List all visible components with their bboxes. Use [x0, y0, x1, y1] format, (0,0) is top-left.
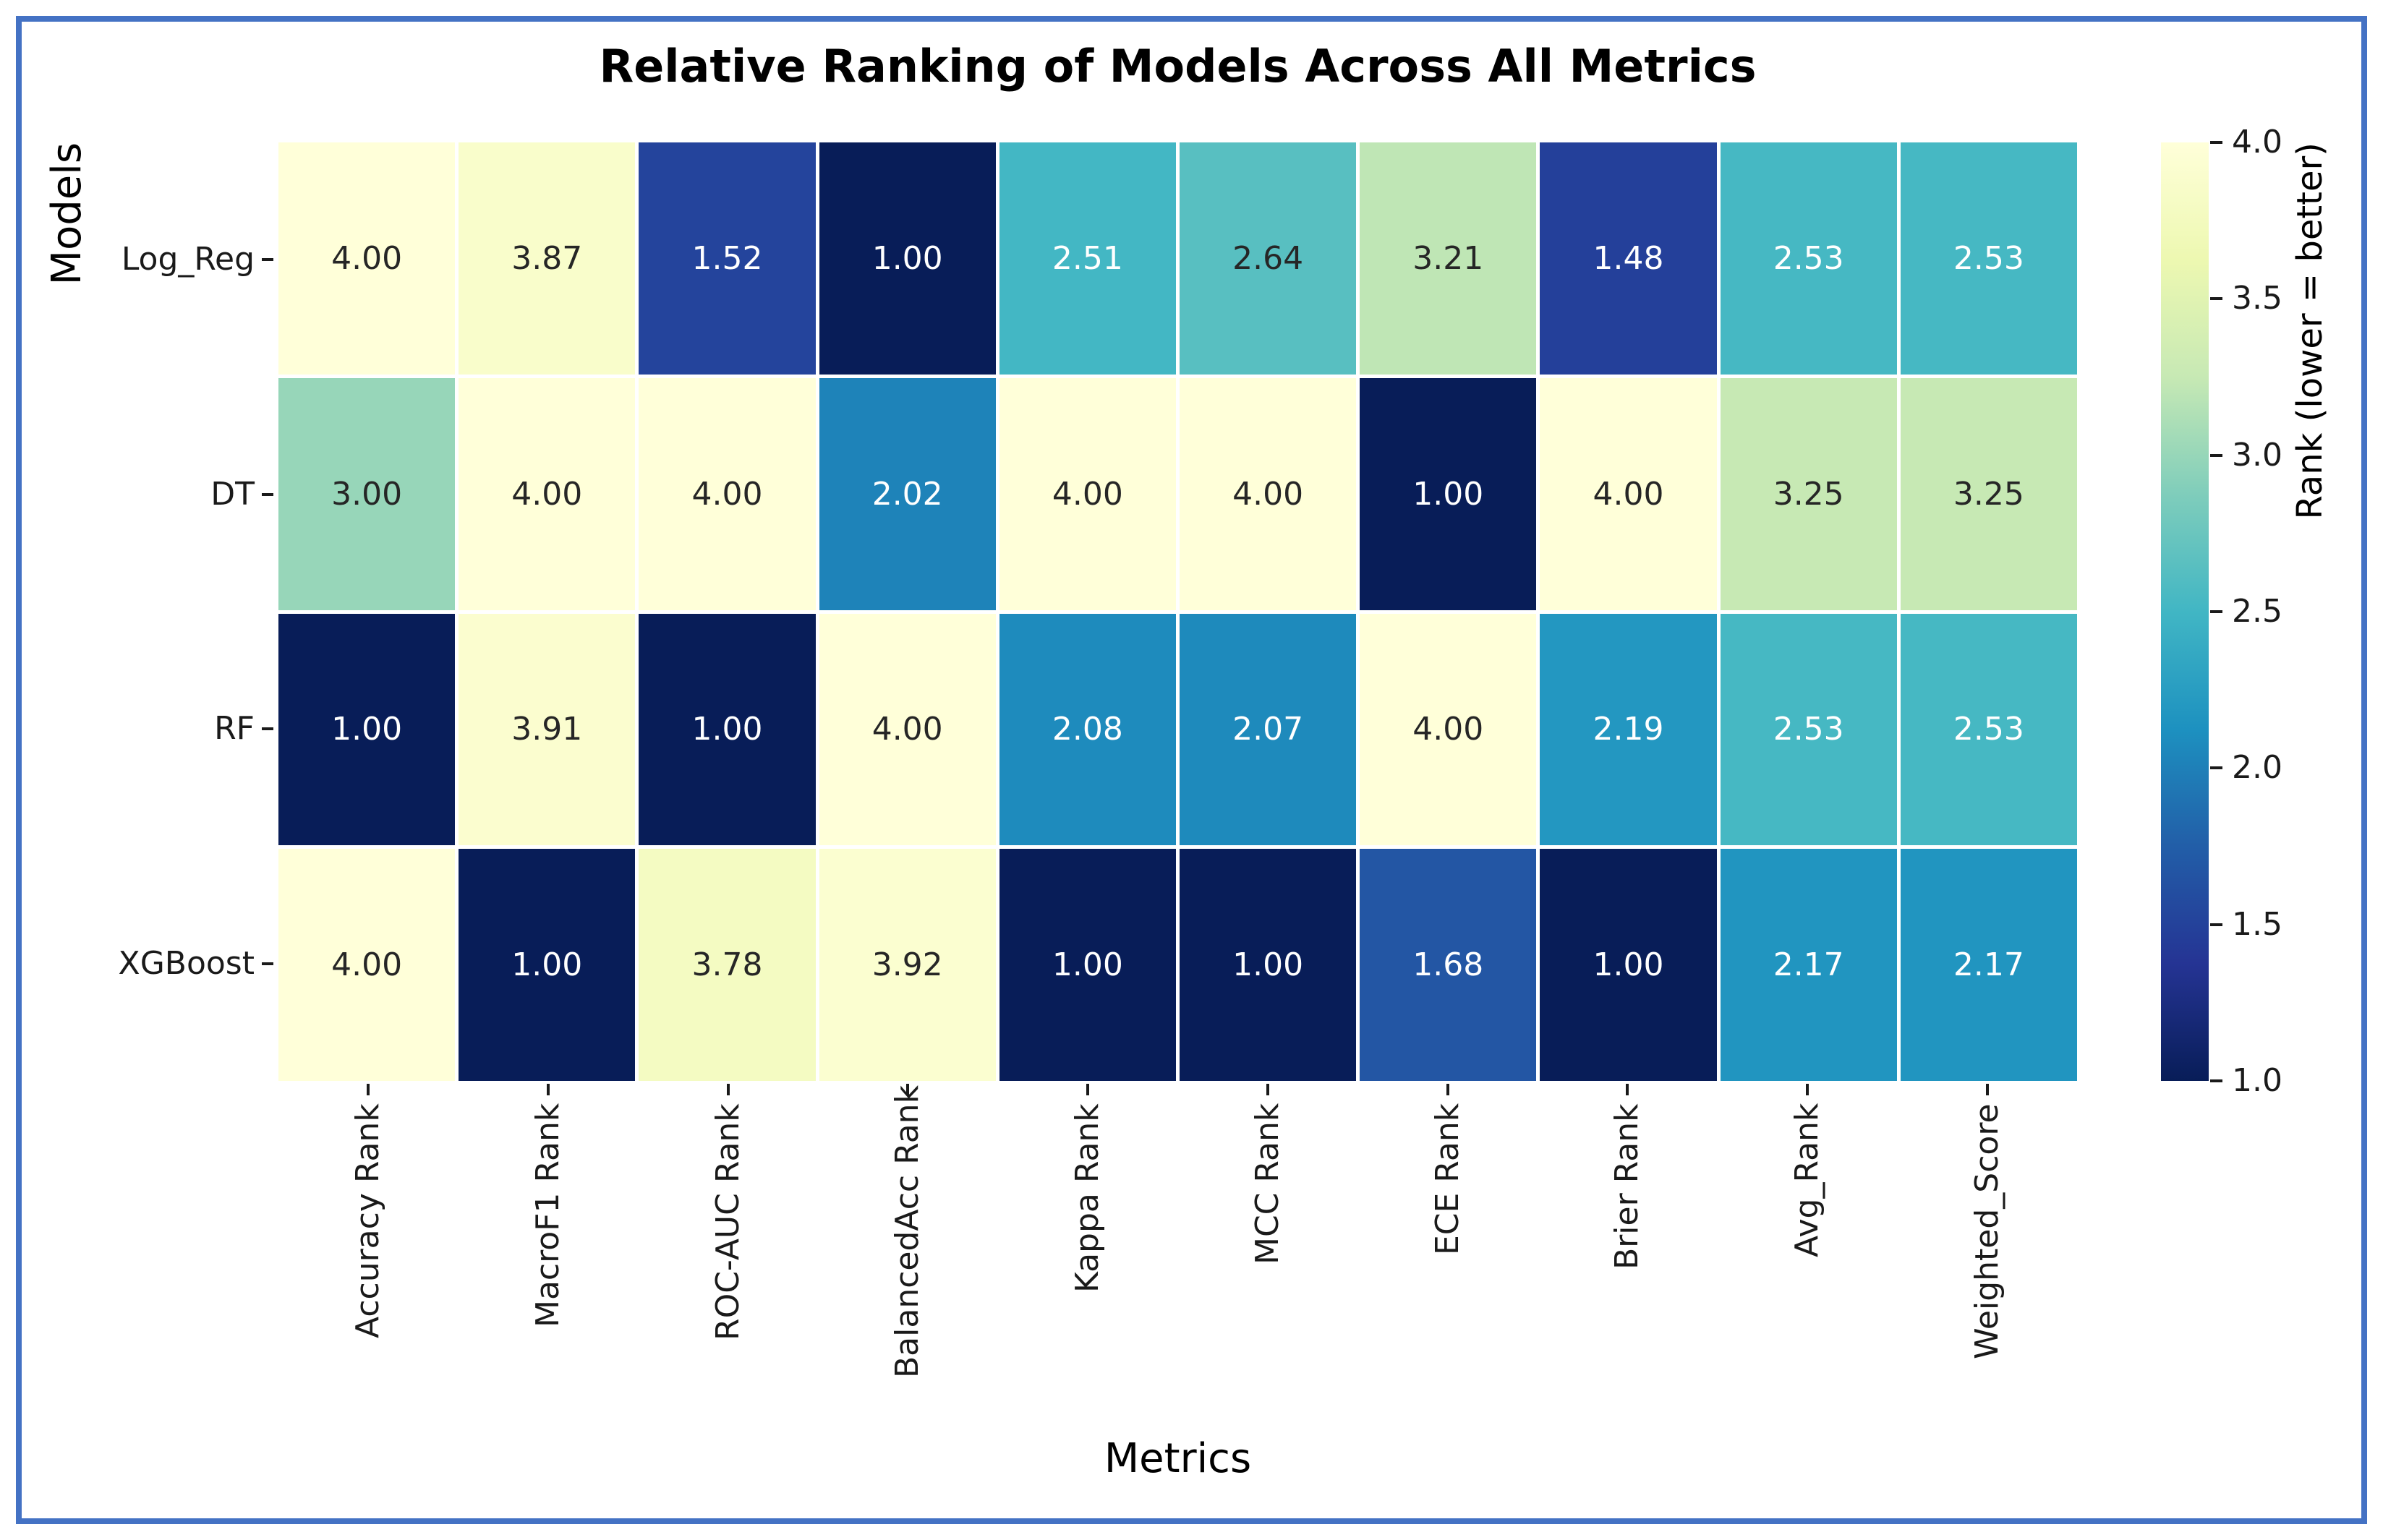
heatmap-cell-XGBoost-Accuracy_Rank: 4.00 — [278, 849, 456, 1081]
colorbar-tick-mark — [2210, 453, 2222, 457]
x-tick-mark — [1266, 1084, 1269, 1095]
x-tick-label-Weighted_Score: Weighted_Score — [1968, 1103, 2005, 1359]
x-tick-label-ECE_Rank: ECE Rank — [1428, 1103, 1466, 1256]
heatmap-cell-XGBoost-ECE_Rank: 1.68 — [1360, 849, 1537, 1081]
heatmap-cell-DT-Accuracy_Rank: 3.00 — [278, 377, 456, 610]
x-tick-label-Accuracy_Rank: Accuracy Rank — [349, 1103, 387, 1338]
heatmap-cell-Log_Reg-ECE_Rank: 3.21 — [1360, 142, 1537, 375]
y-tick-mark — [262, 492, 273, 496]
y-tick-mark — [262, 258, 273, 262]
heatmap-cell-RF-BalancedAcc_Rank: 4.00 — [819, 613, 996, 846]
colorbar-gradient — [2161, 142, 2209, 1081]
y-tick-label-XGBoost: XGBoost — [118, 944, 255, 982]
y-axis-title-text: Models — [43, 142, 90, 286]
x-tick-mark — [1446, 1084, 1449, 1095]
colorbar-tick-mark — [2210, 141, 2222, 144]
x-axis-title: Metrics — [1104, 1435, 1252, 1482]
heatmap-cell-RF-Accuracy_Rank: 1.00 — [278, 613, 456, 846]
heatmap-cell-RF-Kappa_Rank: 2.08 — [999, 613, 1176, 846]
heatmap-cell-XGBoost-Brier_Rank: 1.00 — [1540, 849, 1717, 1081]
x-tick-mark — [1805, 1084, 1809, 1095]
heatmap-cell-Log_Reg-MCC_Rank: 2.64 — [1179, 142, 1357, 375]
y-tick-mark — [262, 727, 273, 731]
heatmap-cell-Log_Reg-Brier_Rank: 1.48 — [1540, 142, 1717, 375]
x-tick-label-Kappa_Rank: Kappa Rank — [1069, 1103, 1107, 1293]
heatmap-cell-Log_Reg-BalancedAcc_Rank: 1.00 — [819, 142, 996, 375]
heatmap-grid: 4.00 3.87 1.52 1.00 2.51 2.64 3.21 1.48 2.53 2.53… — [278, 142, 2077, 1081]
heatmap-cell-DT-Brier_Rank: 4.00 — [1540, 377, 1717, 610]
heatmap-cell-XGBoost-Kappa_Rank: 1.00 — [999, 849, 1176, 1081]
colorbar-label-text: Rank (lower = better) — [2290, 142, 2330, 520]
heatmap-cell-DT-MacroF1_Rank: 4.00 — [459, 377, 636, 610]
colorbar-tick-label-4.0: 4.0 — [2232, 124, 2282, 161]
heatmap-cell-Log_Reg-ROC-AUC_Rank: 1.52 — [639, 142, 816, 375]
heatmap-cell-XGBoost-Weighted_Score: 2.17 — [1900, 849, 2077, 1081]
x-tick-mark — [906, 1084, 910, 1095]
colorbar-tick-mark — [2210, 1079, 2222, 1082]
heatmap-cell-RF-ECE_Rank: 4.00 — [1360, 613, 1537, 846]
y-tick-label-DT: DT — [210, 475, 255, 513]
x-tick-mark — [1086, 1084, 1090, 1095]
x-tick-mark — [726, 1084, 730, 1095]
y-tick-label-RF: RF — [214, 710, 255, 748]
heatmap-cell-DT-MCC_Rank: 4.00 — [1179, 377, 1357, 610]
x-tick-mark — [1985, 1084, 1989, 1095]
heatmap-cell-RF-Weighted_Score: 2.53 — [1900, 613, 2077, 846]
chart-title: Relative Ranking of Models Across All Me… — [599, 40, 1757, 93]
x-tick-label-Avg_Rank: Avg_Rank — [1788, 1103, 1825, 1258]
heatmap-cell-XGBoost-MacroF1_Rank: 1.00 — [459, 849, 636, 1081]
x-tick-label-ROC-AUC_Rank: ROC-AUC Rank — [709, 1103, 746, 1340]
heatmap-cell-DT-ECE_Rank: 1.00 — [1360, 377, 1537, 610]
x-tick-label-BalancedAcc_Rank: BalancedAcc Rank — [889, 1085, 926, 1378]
colorbar-tick-label-1.0: 1.0 — [2232, 1062, 2282, 1099]
x-tick-label-MacroF1_Rank: MacroF1 Rank — [529, 1103, 567, 1328]
heatmap-cell-XGBoost-BalancedAcc_Rank: 3.92 — [819, 849, 996, 1081]
colorbar-tick-mark — [2210, 923, 2222, 926]
colorbar-tick-label-1.5: 1.5 — [2232, 905, 2282, 943]
heatmap-cell-Log_Reg-MacroF1_Rank: 3.87 — [459, 142, 636, 375]
x-tick-label-MCC_Rank: MCC Rank — [1248, 1103, 1286, 1265]
colorbar-tick-mark — [2210, 766, 2222, 770]
colorbar-tick-label-3.0: 3.0 — [2232, 436, 2282, 474]
heatmap-cell-RF-MCC_Rank: 2.07 — [1179, 613, 1357, 846]
heatmap-cell-XGBoost-MCC_Rank: 1.00 — [1179, 849, 1357, 1081]
heatmap-cell-RF-Avg_Rank: 2.53 — [1720, 613, 1897, 846]
y-axis-title: Models — [43, 142, 90, 1081]
colorbar-tick-label-2.5: 2.5 — [2232, 593, 2282, 630]
colorbar-tick-mark — [2210, 610, 2222, 613]
colorbar-label: Rank (lower = better) — [2288, 142, 2332, 1081]
heatmap-cell-DT-ROC-AUC_Rank: 4.00 — [639, 377, 816, 610]
y-tick-mark — [262, 962, 273, 965]
colorbar-tick-label-2.0: 2.0 — [2232, 749, 2282, 787]
heatmap-cell-Log_Reg-Accuracy_Rank: 4.00 — [278, 142, 456, 375]
heatmap-cell-DT-Kappa_Rank: 4.00 — [999, 377, 1176, 610]
heatmap-cell-DT-BalancedAcc_Rank: 2.02 — [819, 377, 996, 610]
heatmap-cell-Log_Reg-Weighted_Score: 2.53 — [1900, 142, 2077, 375]
y-tick-label-Log_Reg: Log_Reg — [121, 241, 255, 278]
heatmap-cell-DT-Avg_Rank: 3.25 — [1720, 377, 1897, 610]
heatmap-cell-XGBoost-ROC-AUC_Rank: 3.78 — [639, 849, 816, 1081]
heatmap-cell-XGBoost-Avg_Rank: 2.17 — [1720, 849, 1897, 1081]
colorbar-tick-mark — [2210, 297, 2222, 301]
heatmap-cell-RF-ROC-AUC_Rank: 1.00 — [639, 613, 816, 846]
x-tick-mark — [367, 1084, 370, 1095]
heatmap-cell-DT-Weighted_Score: 3.25 — [1900, 377, 2077, 610]
heatmap-cell-RF-MacroF1_Rank: 3.91 — [459, 613, 636, 846]
heatmap-cell-Log_Reg-Kappa_Rank: 2.51 — [999, 142, 1176, 375]
heatmap-cell-RF-Brier_Rank: 2.19 — [1540, 613, 1717, 846]
x-tick-mark — [547, 1084, 550, 1095]
x-tick-label-Brier_Rank: Brier Rank — [1608, 1103, 1646, 1270]
x-tick-mark — [1626, 1084, 1629, 1095]
colorbar-tick-label-3.5: 3.5 — [2232, 280, 2282, 317]
heatmap-cell-Log_Reg-Avg_Rank: 2.53 — [1720, 142, 1897, 375]
